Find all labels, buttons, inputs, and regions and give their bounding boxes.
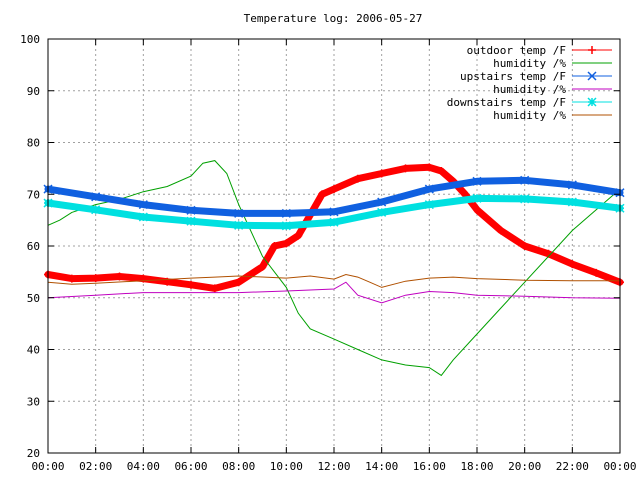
y-tick-label: 70 <box>27 188 40 201</box>
data-point <box>424 184 434 194</box>
data-point <box>425 163 434 172</box>
data-point <box>473 205 481 214</box>
legend-marker <box>588 46 596 54</box>
data-point <box>115 272 124 281</box>
legend-item: humidity /% <box>493 109 612 122</box>
data-point <box>377 207 387 217</box>
data-point <box>282 239 291 248</box>
data-point <box>353 174 362 183</box>
x-tick-label: 20:00 <box>508 460 541 473</box>
legend-marker <box>587 97 597 107</box>
data-point <box>377 169 386 178</box>
series-3 <box>43 175 625 218</box>
series-6 <box>47 273 620 288</box>
x-tick-label: 02:00 <box>79 460 112 473</box>
legend-label: humidity /% <box>493 109 566 122</box>
data-point <box>329 217 339 227</box>
data-point <box>270 242 279 250</box>
legend-label: humidity /% <box>493 57 566 70</box>
data-point <box>567 197 577 207</box>
data-point <box>210 284 219 293</box>
data-point <box>186 205 196 215</box>
series-layer <box>43 160 625 377</box>
data-point <box>567 180 577 190</box>
legend-label: humidity /% <box>493 83 566 96</box>
y-tick-label: 80 <box>27 137 40 150</box>
data-point <box>281 221 291 231</box>
x-tick-label: 10:00 <box>270 460 303 473</box>
data-point <box>138 212 148 222</box>
data-point <box>437 166 446 175</box>
data-point <box>520 242 529 250</box>
data-point <box>91 274 100 283</box>
legend-item: humidity /% <box>493 57 612 70</box>
data-point <box>67 274 76 283</box>
data-point <box>234 208 244 218</box>
data-point <box>91 192 101 202</box>
data-point <box>138 200 148 210</box>
data-point <box>139 274 148 283</box>
x-tick-label: 06:00 <box>174 460 207 473</box>
legend-label: downstairs temp /F <box>447 96 566 109</box>
x-tick-label: 16:00 <box>413 460 446 473</box>
y-tick-label: 30 <box>27 395 40 408</box>
y-tick-label: 90 <box>27 85 40 98</box>
chart-title: Temperature log: 2006-05-27 <box>244 12 423 25</box>
data-point <box>496 226 505 235</box>
series-line <box>47 273 620 288</box>
data-point <box>520 175 530 185</box>
data-point <box>401 164 410 173</box>
y-tick-label: 40 <box>27 344 40 357</box>
legend-item: outdoor temp /F <box>467 44 612 57</box>
x-tick-label: 00:00 <box>31 460 64 473</box>
grid <box>48 39 620 453</box>
data-point <box>234 220 244 230</box>
y-tick-label: 50 <box>27 292 40 305</box>
x-tick-label: 12:00 <box>317 460 350 473</box>
x-tick-label: 08:00 <box>222 460 255 473</box>
y-tick-label: 100 <box>20 33 40 46</box>
y-tick-label: 20 <box>27 447 40 460</box>
series-4 <box>47 281 621 304</box>
data-point <box>186 216 196 226</box>
data-point <box>568 260 577 269</box>
data-point <box>592 268 601 277</box>
y-tick-label: 60 <box>27 240 40 253</box>
series-line <box>47 281 621 304</box>
series-line <box>47 160 621 377</box>
x-tick-label: 00:00 <box>603 460 636 473</box>
data-point <box>330 185 338 194</box>
data-point <box>281 208 291 218</box>
data-point <box>472 176 482 186</box>
legend-label: outdoor temp /F <box>467 44 566 57</box>
legend-item: downstairs temp /F <box>447 96 612 109</box>
data-point <box>258 262 267 271</box>
data-point <box>91 205 101 215</box>
x-tick-label: 22:00 <box>556 460 589 473</box>
data-point <box>424 200 434 210</box>
legend-marker <box>587 71 597 81</box>
x-tick-label: 18:00 <box>460 460 493 473</box>
data-point <box>187 280 195 289</box>
legend-label: upstairs temp /F <box>460 70 566 83</box>
x-tick-label: 04:00 <box>127 460 160 473</box>
legend-item: upstairs temp /F <box>460 70 612 83</box>
data-point <box>329 207 339 217</box>
data-point <box>234 278 243 287</box>
axes: 20 30 40 50 60 70 80 90 100 00:00 02:00 04:00 06:00 0… <box>20 33 636 473</box>
data-point <box>318 190 327 199</box>
data-point <box>472 193 482 203</box>
legend-item: humidity /% <box>493 83 612 96</box>
series-2 <box>47 160 621 377</box>
data-point <box>520 194 530 204</box>
data-point <box>294 231 303 240</box>
data-point <box>377 197 387 207</box>
x-tick-label: 14:00 <box>365 460 398 473</box>
